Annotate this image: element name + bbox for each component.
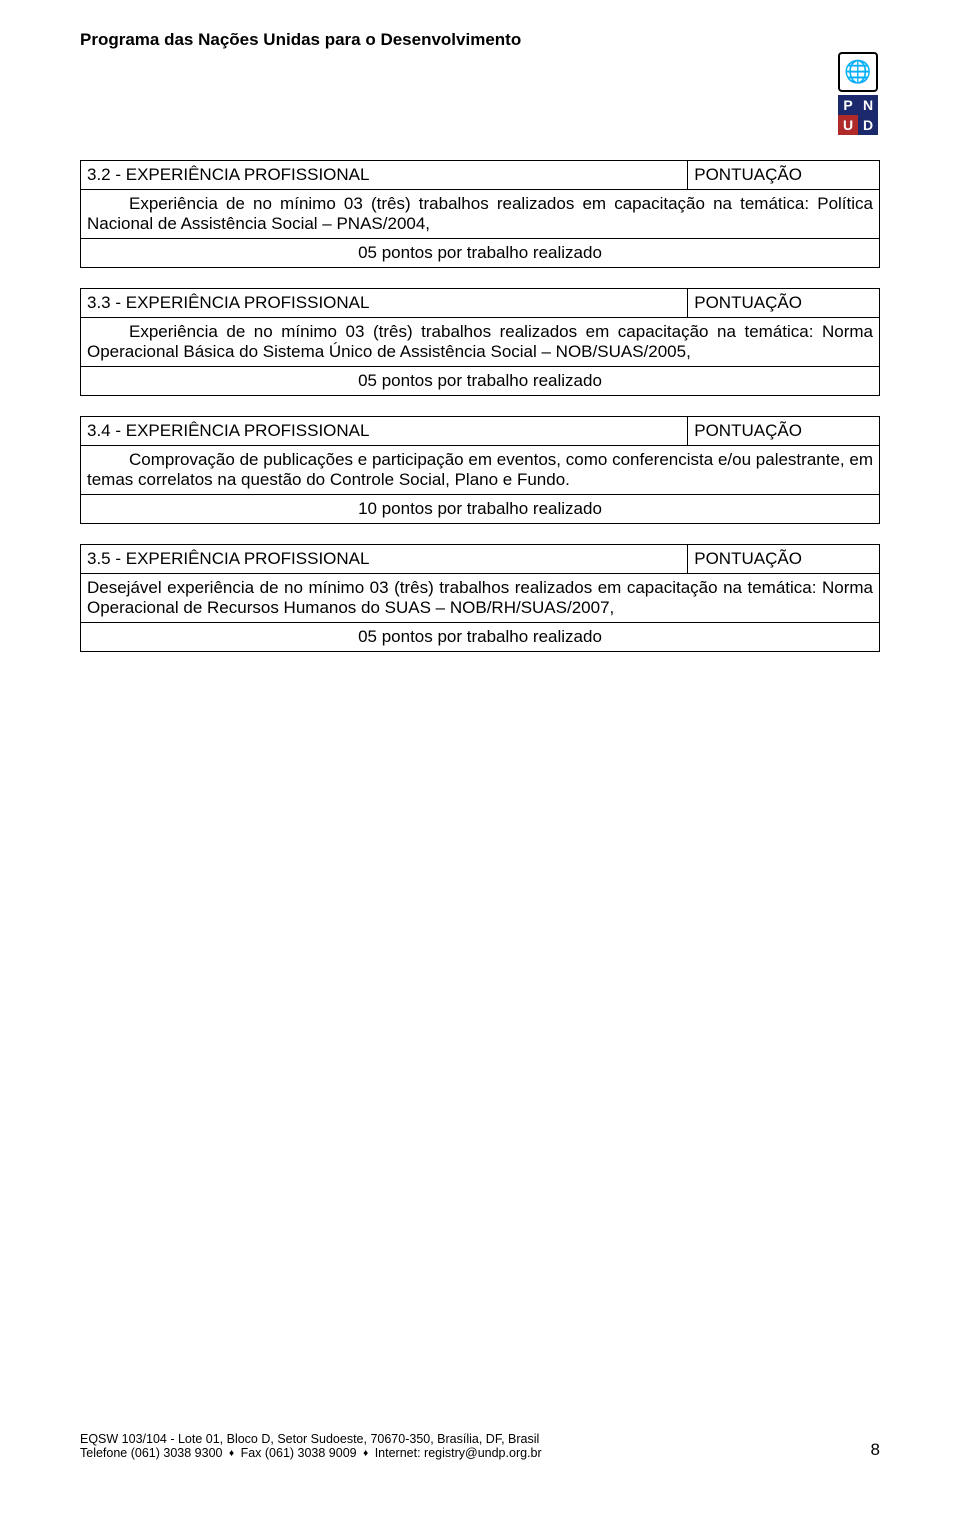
section-description: Experiência de no mínimo 03 (três) traba… bbox=[87, 194, 873, 234]
section-score-header: PONTUAÇÃO bbox=[688, 417, 880, 446]
content-area: 3.2 - EXPERIÊNCIA PROFISSIONAL PONTUAÇÃO… bbox=[80, 160, 880, 652]
pnud-logo-icon: P N U D bbox=[838, 95, 878, 135]
page: Programa das Nações Unidas para o Desenv… bbox=[0, 0, 960, 1518]
section-title: 3.5 - EXPERIÊNCIA PROFISSIONAL bbox=[81, 545, 688, 574]
section-table-3-3: 3.3 - EXPERIÊNCIA PROFISSIONAL PONTUAÇÃO… bbox=[80, 288, 880, 396]
footer-internet: Internet: registry@undp.org.br bbox=[375, 1446, 542, 1460]
footer-fax: Fax (061) 3038 9009 bbox=[241, 1446, 357, 1460]
logo-stack: 🌐 P N U D bbox=[836, 52, 880, 135]
section-header-row: 3.3 - EXPERIÊNCIA PROFISSIONAL PONTUAÇÃO bbox=[81, 289, 880, 318]
footer-phone: Telefone (061) 3038 9300 bbox=[80, 1446, 222, 1460]
footer-line-1: EQSW 103/104 - Lote 01, Bloco D, Setor S… bbox=[80, 1432, 880, 1446]
section-description-row: Comprovação de publicações e participaçã… bbox=[81, 446, 880, 495]
section-table-3-2: 3.2 - EXPERIÊNCIA PROFISSIONAL PONTUAÇÃO… bbox=[80, 160, 880, 268]
section-points-row: 05 pontos por trabalho realizado bbox=[81, 367, 880, 396]
section-title: 3.4 - EXPERIÊNCIA PROFISSIONAL bbox=[81, 417, 688, 446]
footer-line-2: Telefone (061) 3038 9300 ♦ Fax (061) 303… bbox=[80, 1446, 880, 1460]
pnud-cell-p: P bbox=[838, 95, 858, 115]
section-description-row: Experiência de no mínimo 03 (três) traba… bbox=[81, 190, 880, 239]
section-header-row: 3.5 - EXPERIÊNCIA PROFISSIONAL PONTUAÇÃO bbox=[81, 545, 880, 574]
page-number: 8 bbox=[871, 1440, 880, 1460]
section-description-row: Experiência de no mínimo 03 (três) traba… bbox=[81, 318, 880, 367]
section-points: 10 pontos por trabalho realizado bbox=[81, 495, 880, 524]
section-title: 3.3 - EXPERIÊNCIA PROFISSIONAL bbox=[81, 289, 688, 318]
section-header-row: 3.4 - EXPERIÊNCIA PROFISSIONAL PONTUAÇÃO bbox=[81, 417, 880, 446]
header-title: Programa das Nações Unidas para o Desenv… bbox=[80, 30, 880, 50]
section-description-row: Desejável experiência de no mínimo 03 (t… bbox=[81, 574, 880, 623]
un-emblem-icon: 🌐 bbox=[838, 52, 878, 92]
section-points: 05 pontos por trabalho realizado bbox=[81, 367, 880, 396]
section-title: 3.2 - EXPERIÊNCIA PROFISSIONAL bbox=[81, 161, 688, 190]
section-points-row: 10 pontos por trabalho realizado bbox=[81, 495, 880, 524]
section-description: Experiência de no mínimo 03 (três) traba… bbox=[87, 322, 873, 362]
section-table-3-5: 3.5 - EXPERIÊNCIA PROFISSIONAL PONTUAÇÃO… bbox=[80, 544, 880, 652]
pnud-cell-n: N bbox=[858, 95, 878, 115]
section-header-row: 3.2 - EXPERIÊNCIA PROFISSIONAL PONTUAÇÃO bbox=[81, 161, 880, 190]
section-points-row: 05 pontos por trabalho realizado bbox=[81, 623, 880, 652]
section-table-3-4: 3.4 - EXPERIÊNCIA PROFISSIONAL PONTUAÇÃO… bbox=[80, 416, 880, 524]
footer: EQSW 103/104 - Lote 01, Bloco D, Setor S… bbox=[80, 1432, 880, 1460]
section-points: 05 pontos por trabalho realizado bbox=[81, 239, 880, 268]
diamond-icon: ♦ bbox=[363, 1448, 368, 1459]
diamond-icon: ♦ bbox=[229, 1448, 234, 1459]
pnud-cell-d: D bbox=[858, 115, 878, 135]
section-description: Desejável experiência de no mínimo 03 (t… bbox=[81, 574, 880, 623]
section-points-row: 05 pontos por trabalho realizado bbox=[81, 239, 880, 268]
pnud-cell-u: U bbox=[838, 115, 858, 135]
section-score-header: PONTUAÇÃO bbox=[688, 289, 880, 318]
section-score-header: PONTUAÇÃO bbox=[688, 545, 880, 574]
section-description: Comprovação de publicações e participaçã… bbox=[87, 450, 873, 490]
section-score-header: PONTUAÇÃO bbox=[688, 161, 880, 190]
section-points: 05 pontos por trabalho realizado bbox=[81, 623, 880, 652]
